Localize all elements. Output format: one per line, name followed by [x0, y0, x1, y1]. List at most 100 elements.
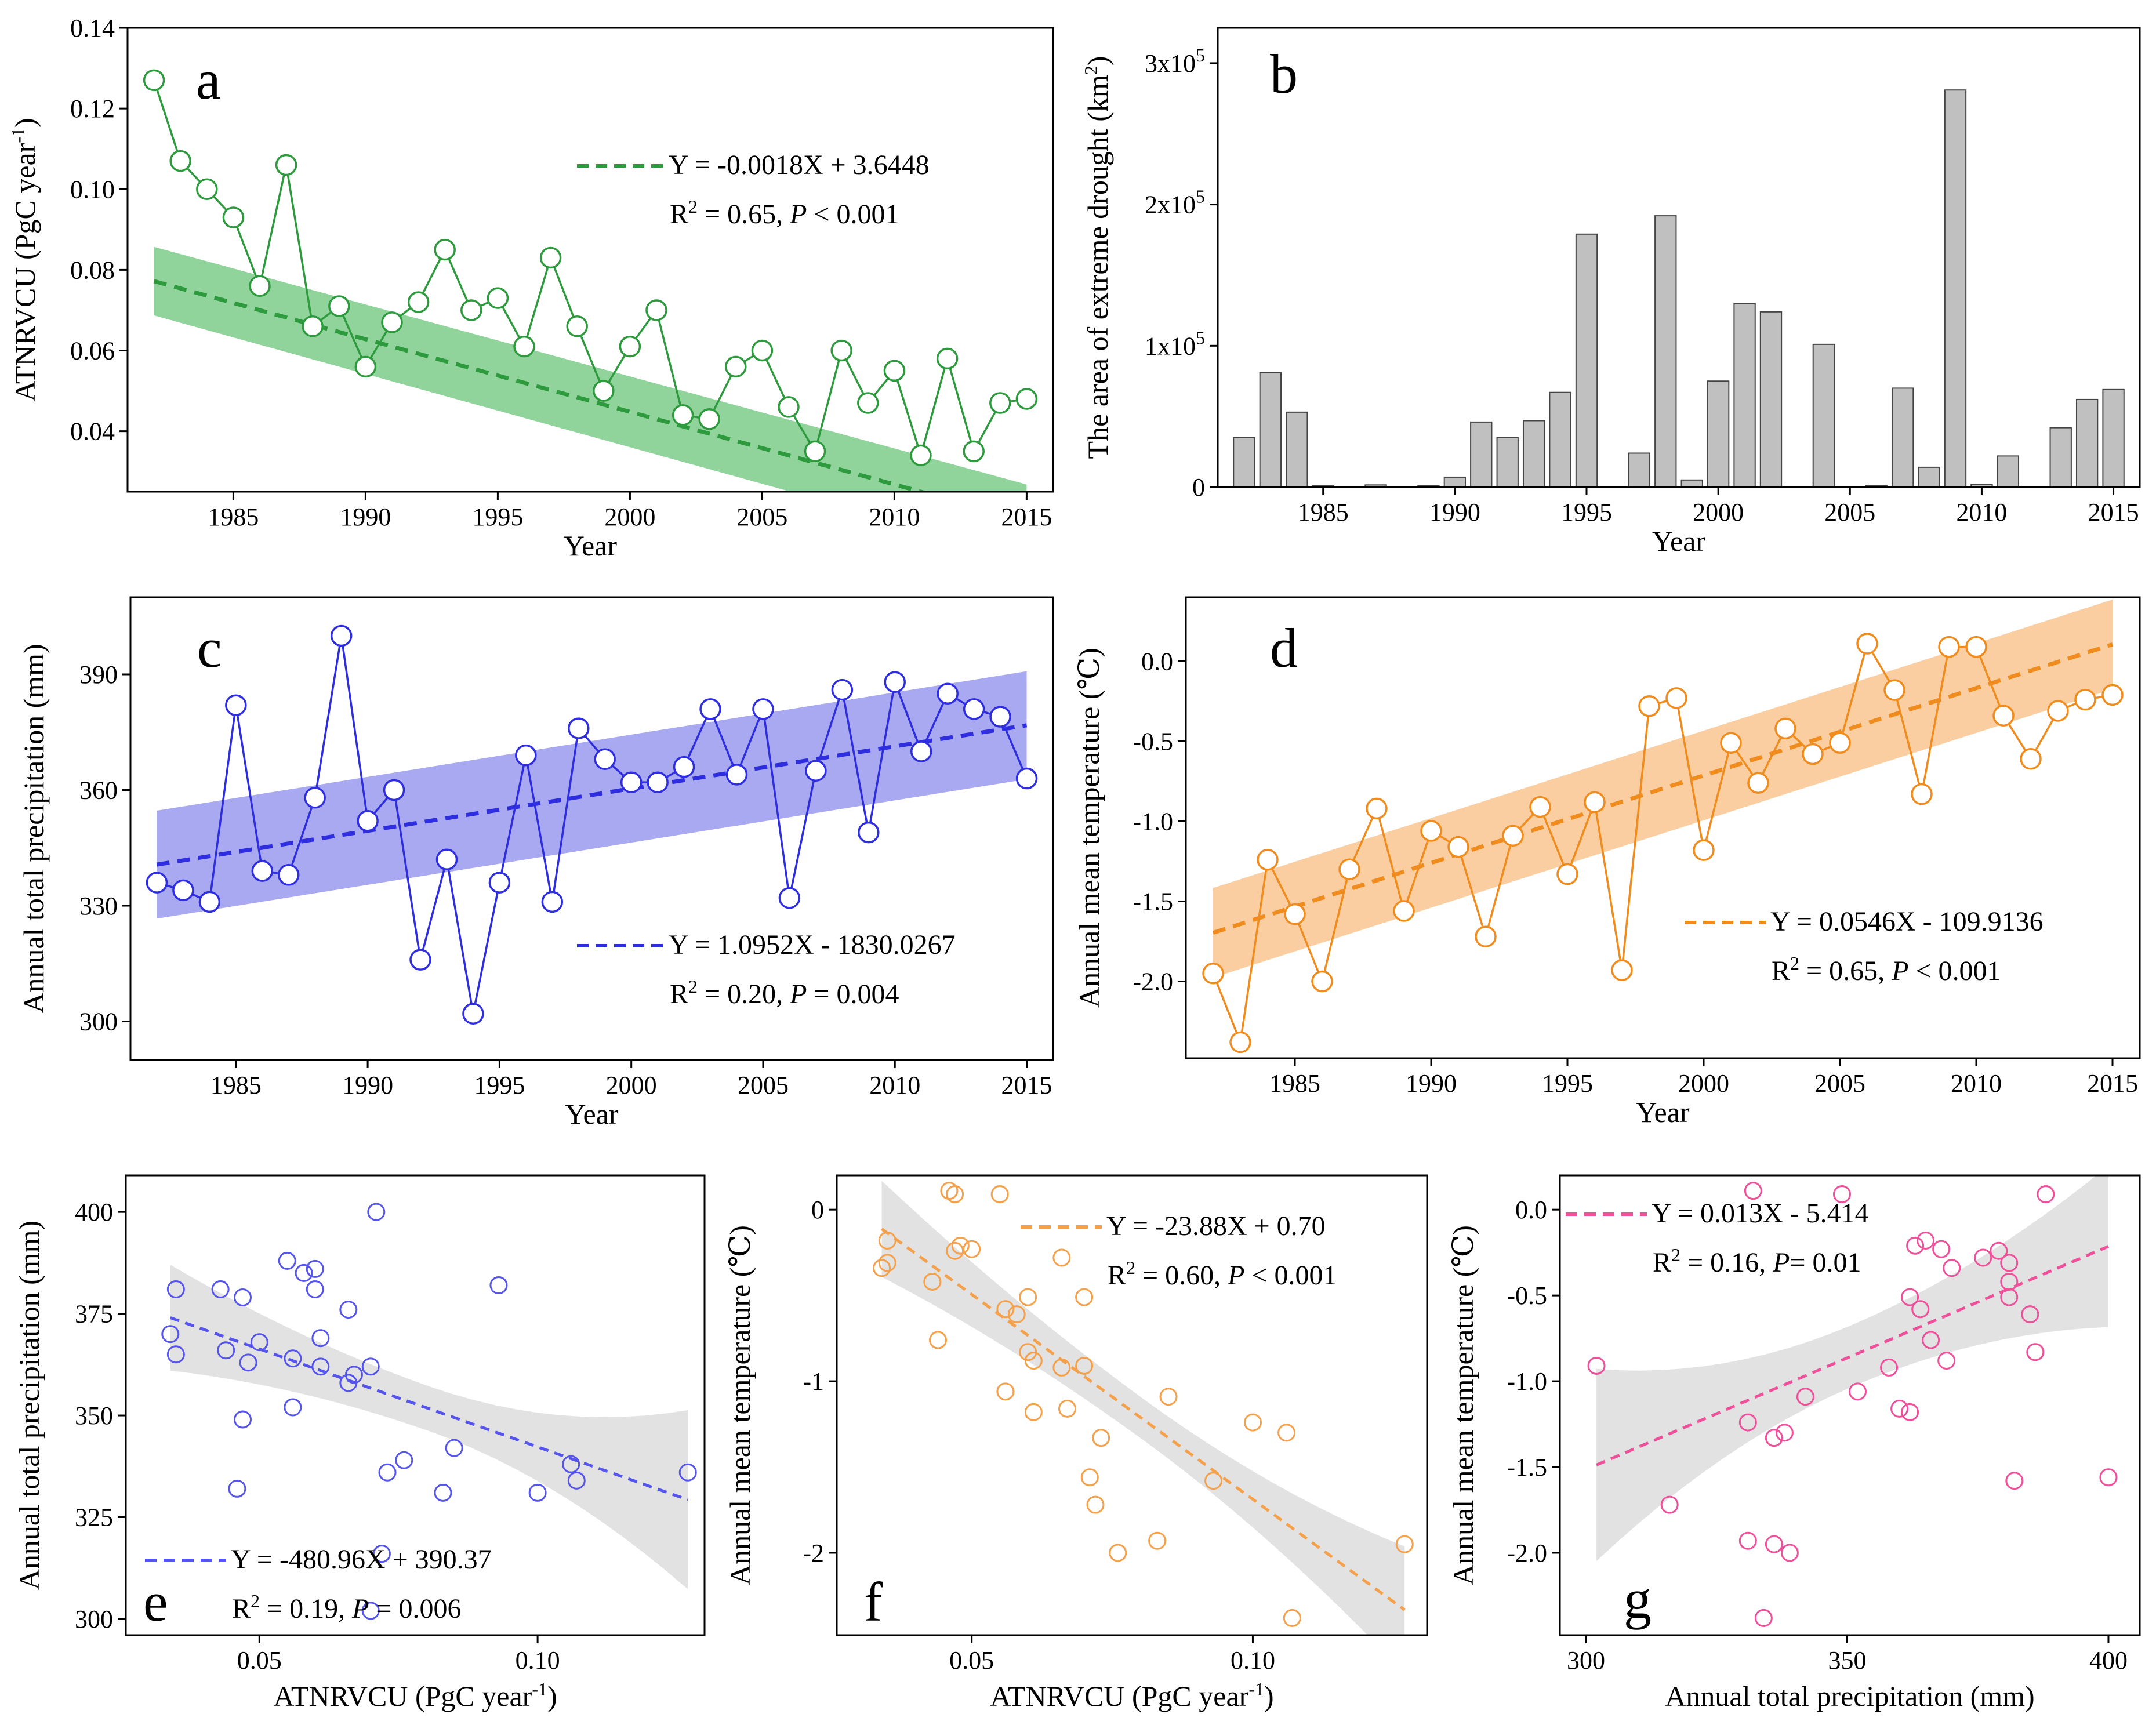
plot-frame — [129, 596, 1054, 1061]
y-tick-label: 0.14 — [70, 14, 115, 42]
plot-frame — [126, 27, 1054, 493]
point-1 — [1754, 1608, 1773, 1627]
point-2002 — [672, 404, 694, 426]
point-15 — [434, 1483, 452, 1502]
panel-letter: b — [1270, 43, 1298, 105]
point-16 — [1974, 1248, 1992, 1267]
point-28 — [990, 1185, 1009, 1204]
y-tick-label: 400 — [75, 1198, 113, 1226]
bar-2004 — [1812, 343, 1835, 487]
regression-equation: Y = 1.0952X - 1830.0267 — [669, 929, 956, 960]
point-1995 — [487, 287, 509, 309]
point-12 — [1587, 1356, 1606, 1375]
point-30 — [2021, 1305, 2039, 1324]
point-1990 — [1420, 820, 1442, 842]
point-25 — [878, 1231, 896, 1250]
point-26 — [1019, 1343, 1037, 1361]
x-axis-label: ATNRVCU (PgC year-1) — [273, 1679, 557, 1712]
point-1995 — [488, 872, 511, 894]
point-1983 — [1229, 1031, 1251, 1054]
point-28 — [2037, 1185, 2055, 1204]
point-8 — [1849, 1382, 1867, 1401]
x-axis-label: Year — [1652, 525, 1705, 557]
point-10 — [1086, 1495, 1105, 1514]
point-9 — [344, 1366, 363, 1384]
y-tick-label: 3x105 — [1145, 45, 1205, 78]
point-15 — [1148, 1531, 1167, 1550]
y-tick-label: 0.06 — [70, 337, 115, 365]
point-1982 — [1202, 962, 1224, 985]
point-4 — [395, 1451, 413, 1469]
y-tick-label: 0.12 — [70, 95, 115, 123]
point-10 — [372, 1545, 391, 1563]
bar-2010 — [1970, 484, 1993, 487]
point-1992 — [407, 291, 430, 313]
x-tick-label: 2000 — [1678, 1069, 1729, 1098]
y-tick-label: -1 — [803, 1367, 824, 1396]
point-2007 — [1883, 679, 1905, 701]
point-1990 — [357, 809, 379, 832]
point-8 — [284, 1398, 302, 1417]
point-2015 — [1015, 388, 1038, 410]
point-2011 — [910, 740, 932, 762]
regression-equation: Y = 0.013X - 5.414 — [1652, 1198, 1869, 1229]
point-1989 — [328, 295, 350, 317]
point-12 — [361, 1602, 380, 1620]
point-5 — [562, 1455, 580, 1473]
plot-area — [143, 69, 1038, 492]
plot-area — [1233, 89, 2125, 487]
bar-2013 — [2049, 427, 2072, 487]
point-1994 — [1529, 796, 1551, 818]
point-2009 — [857, 392, 879, 414]
x-tick-label: 2005 — [736, 503, 787, 531]
point-33 — [951, 1236, 970, 1255]
point-21 — [211, 1280, 230, 1298]
point-5 — [1277, 1424, 1296, 1442]
bar-1998 — [1654, 215, 1677, 487]
point-11 — [1159, 1388, 1178, 1406]
point-2005 — [752, 698, 774, 720]
point-1991 — [1447, 836, 1469, 858]
point-12 — [1075, 1356, 1094, 1375]
point-18 — [1024, 1403, 1043, 1421]
point-2012 — [2020, 748, 2042, 770]
point-2004 — [725, 355, 747, 378]
y-tick-label: 2x105 — [1145, 186, 1205, 219]
x-tick-label: 400 — [2089, 1646, 2128, 1675]
point-14 — [311, 1329, 330, 1348]
y-axis-label: Annual mean temperature (℃) — [1447, 1225, 1479, 1585]
y-axis-label: Annual total precipitation (mm) — [13, 1221, 45, 1590]
y-axis-label: ATNRVCU (PgC year-1) — [8, 118, 41, 401]
y-tick-label: 0.04 — [70, 417, 115, 446]
point-1995 — [1556, 863, 1578, 885]
plot-frame — [1559, 1174, 2141, 1636]
y-tick-label: 375 — [75, 1300, 113, 1328]
point-1999 — [593, 380, 615, 402]
x-tick-label: 2010 — [1956, 498, 2007, 527]
point-0 — [678, 1463, 697, 1482]
point-13 — [1765, 1429, 1783, 1447]
y-tick-label: -1.0 — [1133, 807, 1173, 836]
x-tick-label: 1990 — [1406, 1069, 1457, 1098]
point-24 — [1744, 1182, 1762, 1200]
plot-area — [161, 1203, 697, 1620]
bar-2007 — [1891, 387, 1914, 487]
point-4 — [1109, 1544, 1127, 1562]
point-31 — [2000, 1254, 2019, 1272]
point-1994 — [462, 1003, 484, 1025]
point-1994 — [460, 299, 482, 321]
x-tick-label: 2005 — [1824, 498, 1875, 527]
point-2007 — [804, 440, 826, 463]
regression-stats: R2 = 0.20, P = 0.004 — [670, 976, 899, 1010]
point-13 — [1092, 1429, 1110, 1447]
y-tick-label: 325 — [75, 1503, 113, 1531]
point-11 — [1796, 1388, 1814, 1406]
x-axis-label: Year — [1636, 1096, 1689, 1128]
y-axis-label: Annual mean temperature (℃) — [724, 1225, 756, 1585]
panel-letter: e — [143, 1571, 168, 1633]
point-2010 — [884, 671, 906, 693]
point-1986 — [251, 860, 274, 882]
point-29 — [1943, 1259, 1961, 1277]
y-tick-label: -2.0 — [1133, 968, 1173, 996]
point-1990 — [354, 355, 377, 378]
